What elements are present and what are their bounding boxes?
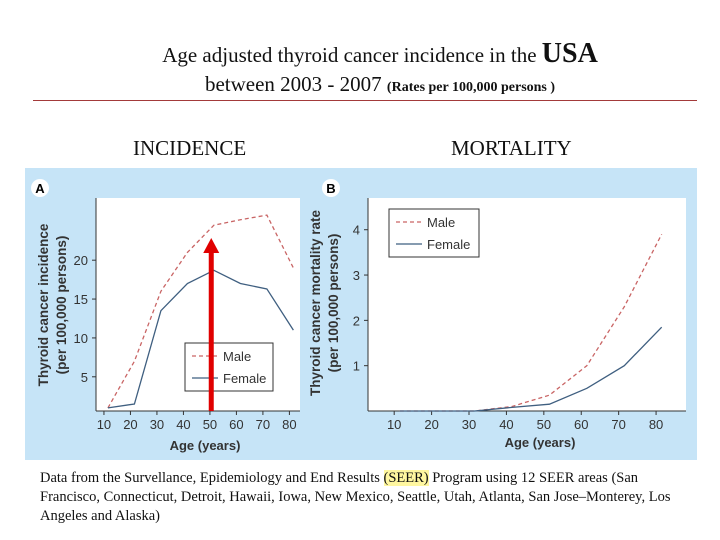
series-line-female-a [107, 269, 294, 409]
x-tick-label-b: 10 [387, 417, 401, 432]
x-tick-label-b: 30 [462, 417, 476, 432]
mortality-heading: MORTALITY [451, 136, 572, 160]
x-axis-label-b: Age (years) [505, 435, 576, 450]
title-emphasis: USA [541, 38, 598, 69]
y-axis-label-a-line2: (per 100,000 persons) [54, 236, 69, 375]
x-tick-label-b: 50 [537, 417, 551, 432]
footnote-text-2: Program using 12 SEER areas (San Francis… [40, 470, 671, 524]
y-tick-label-a: 10 [74, 331, 88, 346]
source-footnote: Data from the Survellance, Epidemiology … [40, 469, 690, 526]
x-tick-label-b: 60 [574, 417, 588, 432]
panel-label-badge-a [31, 179, 49, 197]
x-tick-label-a: 60 [229, 417, 243, 432]
y-axis-label-b-line1: Thyroid cancer mortality rate [308, 209, 323, 396]
x-tick-label-a: 20 [123, 417, 137, 432]
x-tick-label-b: 70 [611, 417, 625, 432]
y-tick-label-a: 5 [81, 370, 88, 385]
x-tick-label-a: 40 [176, 417, 190, 432]
slide-title-line1: Age adjusted thyroid cancer incidence in… [0, 38, 720, 70]
legend-label-female-b: Female [427, 237, 470, 252]
x-tick-label-b: 40 [499, 417, 513, 432]
x-axis-label-a: Age (years) [170, 438, 241, 453]
title-rate-note: (Rates per 100,000 persons ) [386, 80, 556, 95]
legend-label-male-a: Male [223, 349, 251, 364]
slide-title-line2: between 2003 - 2007 (Rates per 100,000 p… [0, 72, 720, 97]
chart-b: B Age (years) Thyroid cancer mortality r… [308, 179, 686, 450]
x-tick-label-a: 70 [256, 417, 270, 432]
footnote-text-1: Data from the Survellance, Epidemiology … [40, 470, 380, 486]
y-tick-label-b: 2 [353, 313, 360, 328]
incidence-heading: INCIDENCE [133, 136, 247, 160]
legend-b [388, 208, 480, 258]
panel-label-b: B [326, 181, 335, 196]
x-tick-label-a: 10 [97, 417, 111, 432]
series-line-male-a [107, 214, 294, 409]
y-axis-label-b-line2: (per 100,000 persons) [326, 234, 341, 373]
footnote-seer-highlight: (SEER) [383, 470, 429, 486]
y-tick-label-b: 1 [353, 359, 360, 374]
x-tick-label-a: 50 [203, 417, 217, 432]
y-tick-label-b: 4 [353, 223, 360, 238]
x-tick-label-a: 80 [282, 417, 296, 432]
title-text: Age adjusted thyroid cancer incidence in… [162, 43, 537, 67]
x-tick-label-b: 80 [649, 417, 663, 432]
y-tick-label-a: 20 [74, 253, 88, 268]
legend-label-female-a: Female [223, 371, 266, 386]
title-divider [33, 100, 697, 101]
panel-label-a: A [35, 181, 45, 196]
series-line-female-b [399, 326, 663, 412]
y-tick-label-b: 3 [353, 268, 360, 283]
title-years: between 2003 - 2007 [204, 72, 382, 96]
panel-label-badge-b [322, 179, 340, 197]
y-tick-label-a: 15 [74, 292, 88, 307]
x-tick-label-a: 30 [150, 417, 164, 432]
legend-label-male-b: Male [427, 215, 455, 230]
chart-a: A Age (years) Thyroid cancer incidence (… [31, 179, 300, 453]
x-tick-label-b: 20 [424, 417, 438, 432]
red-arrow-head-icon [203, 238, 220, 253]
legend-a [184, 342, 274, 392]
y-axis-label-a-line1: Thyroid cancer incidence [36, 223, 51, 386]
